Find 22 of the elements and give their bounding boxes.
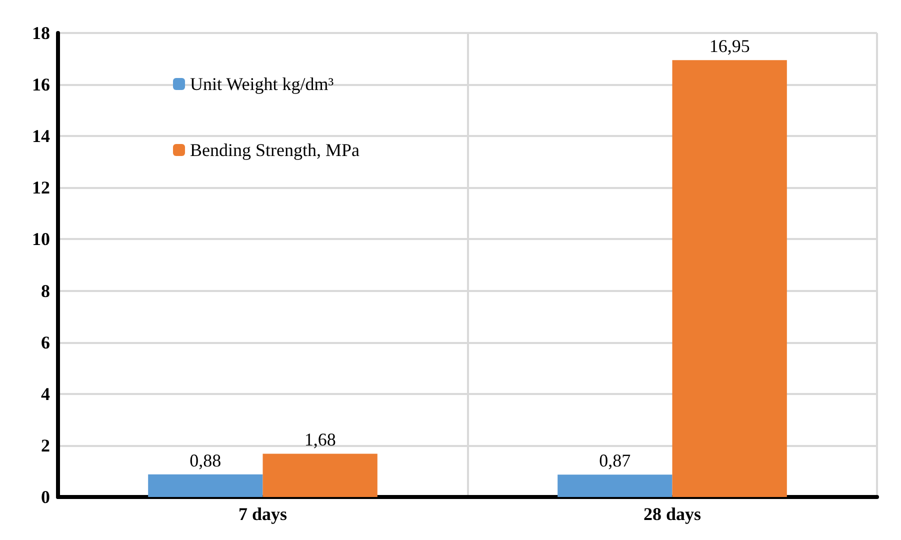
y-tick-label: 2: [41, 435, 50, 456]
data-label: 0,88: [190, 450, 222, 470]
data-label: 0,87: [599, 450, 631, 471]
y-tick-label: 16: [32, 74, 50, 95]
bar: [262, 454, 378, 497]
y-tick-label: 8: [41, 280, 50, 301]
y-tick-label: 6: [41, 332, 50, 352]
y-tick-label: 12: [32, 178, 50, 198]
bar: [558, 474, 672, 497]
x-tick-label: 7 days: [238, 504, 288, 524]
y-tick-label: 14: [32, 126, 50, 146]
y-tick-label: 0: [41, 487, 50, 507]
y-tick-label: 4: [41, 384, 50, 404]
data-label: 16,95: [709, 36, 750, 56]
y-tick-label: 18: [32, 23, 50, 43]
legend-label: Bending Strength, MPa: [190, 140, 360, 160]
x-tick-label: 28 days: [643, 504, 702, 524]
y-tick-label: 10: [32, 229, 50, 250]
data-label: 1,68: [304, 430, 336, 450]
bar: [148, 474, 263, 497]
legend-label: Unit Weight kg/dm³: [190, 74, 334, 94]
bar: [672, 60, 787, 497]
